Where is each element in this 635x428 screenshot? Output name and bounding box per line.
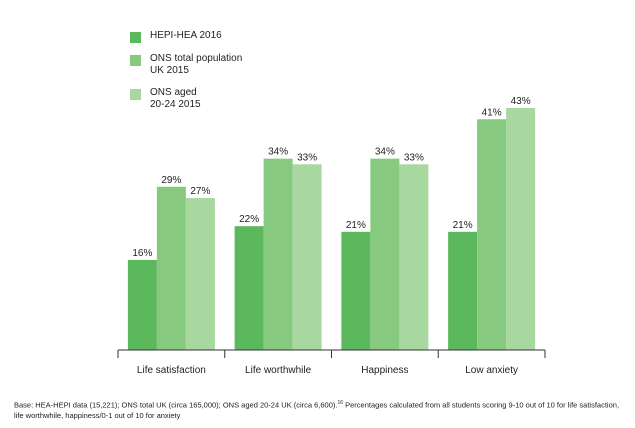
bar-low-anxiety-series-3 <box>506 108 536 350</box>
data-label-happiness-series-1: 21% <box>346 220 366 231</box>
bar-life-satisfaction-series-2 <box>156 186 186 350</box>
chart-legend: HEPI-HEA 2016 ONS total population UK 20… <box>130 30 242 121</box>
bar-happiness-series-3 <box>399 164 429 350</box>
data-label-life-worthwhile-series-1: 22% <box>239 214 259 225</box>
x-tick-label-life-worthwhile: Life worthwhile <box>245 365 312 376</box>
chart-footnote: Base: HEA-HEPI data (15,221); ONS total … <box>14 398 629 421</box>
legend-swatch-hepi-hea <box>130 32 141 43</box>
legend-item-hepi-hea: HEPI-HEA 2016 <box>130 30 242 43</box>
legend-item-ons-aged: ONS aged 20-24 2015 <box>130 87 242 111</box>
bar-happiness-series-1 <box>341 231 371 350</box>
x-tick-label-happiness: Happiness <box>361 365 408 376</box>
bar-happiness-series-2 <box>370 158 400 350</box>
data-label-life-satisfaction-series-2: 29% <box>161 175 181 186</box>
data-label-low-anxiety-series-1: 21% <box>453 220 473 231</box>
legend-item-ons-total: ONS total population UK 2015 <box>130 53 242 77</box>
bar-life-worthwhile-series-3 <box>292 164 322 350</box>
data-label-life-worthwhile-series-3: 33% <box>297 152 317 163</box>
bar-life-satisfaction-series-3 <box>185 198 215 350</box>
footnote-main: Base: HEA-HEPI data (15,221); ONS total … <box>14 400 338 410</box>
x-tick-label-low-anxiety: Low anxiety <box>465 365 518 376</box>
bar-life-worthwhile-series-2 <box>263 158 293 350</box>
bar-life-satisfaction-series-1 <box>127 259 157 350</box>
legend-swatch-ons-aged <box>130 89 141 100</box>
footnote-rest: Percentages calculated from all students… <box>14 400 620 420</box>
x-tick-label-life-satisfaction: Life satisfaction <box>137 365 206 376</box>
legend-label-hepi-hea: HEPI-HEA 2016 <box>150 30 222 41</box>
data-label-low-anxiety-series-2: 41% <box>482 107 502 118</box>
data-label-life-satisfaction-series-3: 27% <box>190 186 210 197</box>
legend-label-ons-aged: ONS aged 20-24 2015 <box>150 87 201 110</box>
data-label-happiness-series-2: 34% <box>375 147 395 158</box>
data-label-life-satisfaction-series-1: 16% <box>132 248 152 259</box>
legend-swatch-ons-total <box>130 55 141 66</box>
legend-label-ons-total: ONS total population UK 2015 <box>150 53 243 76</box>
bar-low-anxiety-series-1 <box>448 231 478 350</box>
bar-life-worthwhile-series-1 <box>234 226 264 350</box>
footnote-ref: 16 <box>337 400 344 406</box>
bar-low-anxiety-series-2 <box>477 119 507 350</box>
data-label-happiness-series-3: 33% <box>404 152 424 163</box>
data-label-life-worthwhile-series-2: 34% <box>268 147 288 158</box>
data-label-low-anxiety-series-3: 43% <box>511 96 531 107</box>
